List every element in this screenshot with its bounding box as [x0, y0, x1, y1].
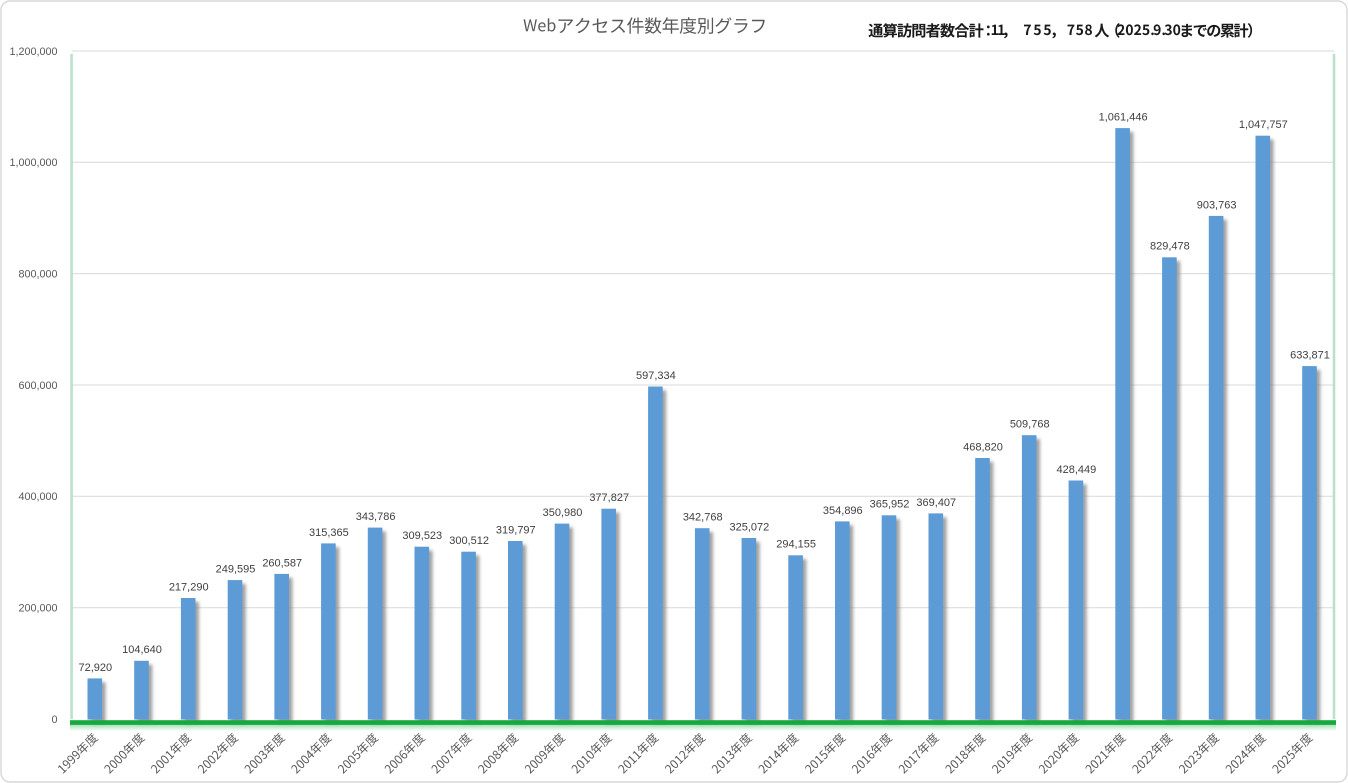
svg-text:325,072: 325,072 — [730, 521, 770, 533]
svg-text:365,952: 365,952 — [870, 499, 910, 511]
svg-text:509,768: 509,768 — [1010, 419, 1050, 431]
svg-text:315,365: 315,365 — [309, 527, 349, 539]
svg-text:400,000: 400,000 — [18, 491, 57, 503]
svg-text:903,763: 903,763 — [1197, 199, 1237, 211]
svg-text:377,827: 377,827 — [589, 492, 629, 504]
svg-text:260,587: 260,587 — [262, 557, 302, 569]
svg-text:428,449: 428,449 — [1057, 464, 1097, 476]
svg-text:319,797: 319,797 — [496, 524, 536, 536]
svg-text:104,640: 104,640 — [122, 644, 162, 656]
svg-text:1,047,757: 1,047,757 — [1239, 119, 1288, 131]
svg-text:249,595: 249,595 — [216, 564, 256, 576]
svg-text:343,786: 343,786 — [356, 511, 396, 523]
svg-text:1,061,446: 1,061,446 — [1099, 112, 1148, 124]
svg-text:369,407: 369,407 — [916, 497, 956, 509]
svg-text:600,000: 600,000 — [18, 380, 57, 392]
svg-text:342,768: 342,768 — [683, 512, 723, 524]
svg-text:294,155: 294,155 — [776, 539, 816, 551]
svg-text:800,000: 800,000 — [18, 269, 57, 281]
svg-text:217,290: 217,290 — [169, 581, 209, 593]
svg-text:300,512: 300,512 — [449, 535, 489, 547]
svg-text:1,200,000: 1,200,000 — [9, 46, 57, 58]
svg-text:354,896: 354,896 — [823, 505, 863, 517]
svg-text:72,920: 72,920 — [78, 662, 112, 674]
svg-text:309,523: 309,523 — [402, 530, 442, 542]
svg-text:633,871: 633,871 — [1290, 350, 1330, 362]
svg-text:350,980: 350,980 — [543, 507, 583, 519]
svg-text:200,000: 200,000 — [18, 603, 57, 615]
svg-text:1,000,000: 1,000,000 — [9, 157, 57, 169]
svg-text:468,820: 468,820 — [963, 441, 1003, 453]
svg-text:0: 0 — [51, 714, 57, 726]
svg-text:597,334: 597,334 — [636, 370, 676, 382]
svg-text:829,478: 829,478 — [1150, 241, 1190, 253]
